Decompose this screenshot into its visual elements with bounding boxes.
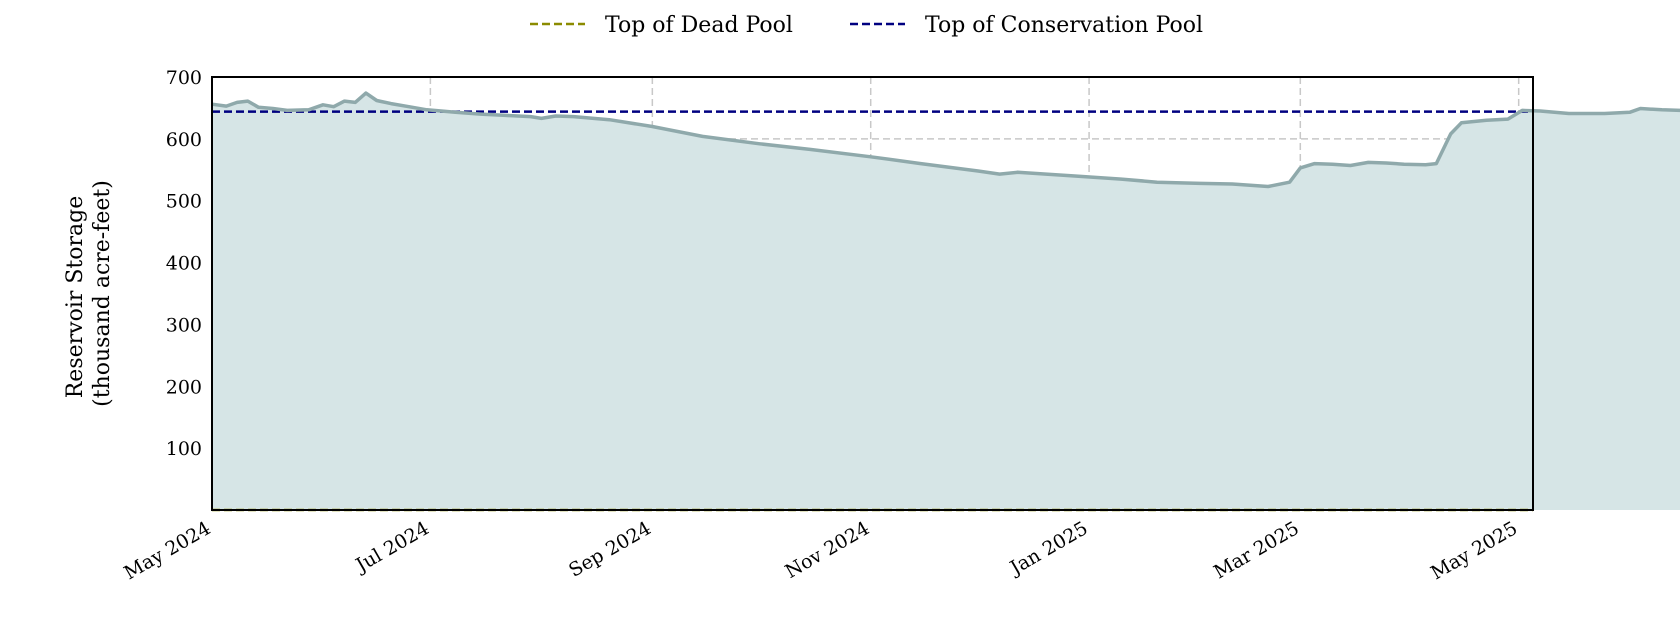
- storage-line: [211, 91, 1680, 189]
- y-axis-label: Reservoir Storage (thousand acre-feet): [63, 180, 115, 407]
- storage-area-layer: [212, 93, 1680, 510]
- y-tick-label-2: 300: [166, 314, 202, 336]
- x-tick-label-5: Mar 2025: [1210, 517, 1303, 583]
- x-axis-ticks: May 2024 Jul 2024 Sep 2024 Nov 2024 Jan 2025…: [120, 517, 1521, 584]
- y-tick-label-5: 600: [166, 129, 202, 151]
- y-tick-label-6: 700: [166, 67, 202, 89]
- legend-label-0: Top of Dead Pool: [605, 13, 793, 38]
- y-tick-label-4: 500: [166, 191, 202, 213]
- plot-frame: [211, 76, 1534, 511]
- storage-line-layer: [211, 91, 1680, 189]
- legend-label-1: Top of Conservation Pool: [925, 13, 1203, 38]
- x-tick-label-6: May 2025: [1427, 517, 1521, 584]
- storage-area-fill: [212, 93, 1680, 510]
- y-tick-label-0: 100: [166, 438, 202, 460]
- plot-area: [211, 76, 1680, 512]
- y-axis-label-line-1: Reservoir Storage: [63, 196, 88, 399]
- legend: Top of Dead Pool Top of Conservation Pool: [530, 13, 1203, 38]
- y-tick-label-1: 200: [166, 376, 202, 398]
- x-tick-label-2: Sep 2024: [565, 517, 655, 581]
- x-tick-label-4: Jan 2025: [1005, 517, 1092, 580]
- x-tick-label-1: Jul 2024: [351, 517, 433, 577]
- x-tick-label-3: Nov 2024: [781, 517, 873, 583]
- x-tick-label-0: May 2024: [120, 517, 214, 584]
- y-axis-label-line-2: (thousand acre-feet): [90, 180, 115, 407]
- y-tick-label-3: 400: [166, 253, 202, 275]
- y-axis-ticks: 100 200 300 400 500 600 700: [166, 67, 202, 460]
